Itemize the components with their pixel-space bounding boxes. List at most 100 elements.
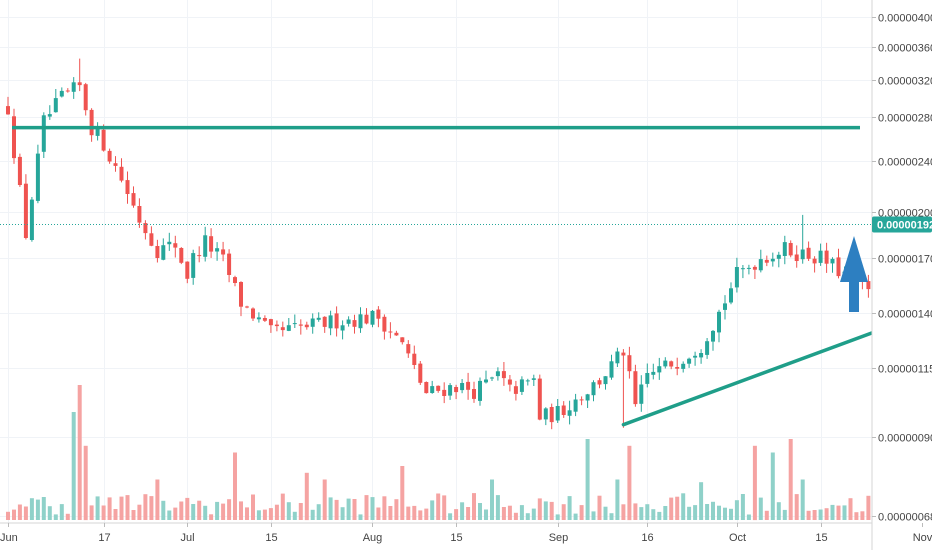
- volume-bar: [531, 508, 536, 520]
- candle: [239, 281, 243, 317]
- volume-bar: [119, 496, 124, 520]
- volume-bar: [179, 501, 184, 520]
- volume-bar: [173, 507, 178, 520]
- candle: [233, 275, 237, 287]
- time-tick-label: Sep: [549, 532, 569, 544]
- volume-bar: [280, 493, 285, 520]
- volume-bar: [555, 514, 560, 520]
- candle-body: [406, 344, 411, 354]
- candle-body: [866, 281, 871, 290]
- candle-body: [734, 267, 739, 288]
- candle: [430, 380, 435, 394]
- candle: [292, 314, 297, 328]
- volume-bar: [740, 494, 745, 520]
- candle-body: [519, 379, 524, 392]
- candle: [352, 314, 357, 334]
- volume-bar: [699, 482, 704, 520]
- volume-bar: [609, 513, 614, 520]
- candle-body: [292, 323, 297, 325]
- candle-body: [95, 128, 100, 136]
- candle: [460, 379, 465, 394]
- candle: [729, 282, 733, 305]
- arrow-up-icon[interactable]: [840, 236, 868, 312]
- volume-bar: [537, 498, 542, 520]
- volume-bar: [794, 494, 799, 520]
- volume-bar: [346, 498, 351, 520]
- candle: [627, 346, 632, 379]
- time-tick-label: Oct: [729, 532, 746, 544]
- candle-body: [12, 116, 16, 159]
- candle: [758, 249, 763, 273]
- candle: [454, 384, 459, 400]
- candle-body: [29, 199, 34, 240]
- candle: [227, 249, 232, 283]
- candle: [12, 108, 16, 164]
- volume-bar: [448, 513, 453, 520]
- volume-bar: [161, 500, 166, 520]
- candle-body: [609, 361, 614, 378]
- volume-bar: [364, 495, 369, 520]
- time-axis[interactable]: Jun17Jul15Aug15Sep16Oct15Nov15Dec: [0, 523, 932, 544]
- candle: [6, 96, 10, 115]
- candle-body: [17, 156, 22, 185]
- candle-body: [543, 408, 548, 420]
- candle: [131, 186, 136, 208]
- candle: [173, 235, 178, 258]
- candle-body: [687, 358, 692, 364]
- candle-body: [209, 236, 214, 252]
- candle: [23, 174, 28, 240]
- volume-bar: [490, 479, 494, 520]
- candle: [298, 319, 303, 335]
- candle: [633, 364, 638, 407]
- candle: [448, 383, 453, 400]
- candle-body: [137, 206, 142, 223]
- price-tick-label: 0.00000115: [878, 364, 932, 376]
- volume-bar: [436, 493, 441, 520]
- price-axis[interactable]: 0.00000400 0.00000360 0.00000320 0.00000280…: [872, 13, 932, 524]
- price-tick-label: 0.00000280: [878, 113, 932, 125]
- candle-body: [436, 385, 441, 391]
- drawings: [12, 125, 932, 427]
- candle-body: [394, 332, 399, 336]
- volume-bar: [149, 496, 154, 520]
- volume-bar: [286, 502, 291, 520]
- volume-bar: [460, 502, 465, 520]
- volume-bar: [585, 439, 590, 520]
- volume-bar: [800, 479, 805, 520]
- candle: [17, 153, 22, 187]
- time-tick-label: Jun: [0, 532, 18, 544]
- candle-body: [466, 381, 471, 390]
- candle-body: [131, 193, 136, 206]
- candle: [621, 349, 626, 428]
- candle: [322, 316, 327, 333]
- volume-bar: [203, 505, 208, 520]
- candle-body: [621, 352, 626, 356]
- candle: [125, 171, 130, 204]
- volume-bar: [388, 506, 393, 520]
- volume-bar: [95, 496, 100, 520]
- volume-bar: [663, 506, 668, 520]
- candle: [812, 256, 817, 273]
- candle-body: [573, 399, 578, 412]
- candle: [824, 242, 829, 273]
- candle: [764, 255, 769, 267]
- volume-bar: [47, 506, 52, 520]
- candle: [358, 307, 363, 333]
- volume-bar: [842, 505, 847, 520]
- volume-bar: [639, 507, 644, 520]
- candle-body: [167, 241, 172, 245]
- volume-bar: [848, 498, 853, 520]
- volume-bar: [579, 505, 584, 520]
- volume-bar: [251, 494, 255, 520]
- candle-body: [770, 258, 775, 262]
- volume-bar: [723, 507, 727, 520]
- volume-bar: [418, 510, 423, 520]
- candle: [495, 367, 500, 381]
- candle: [394, 330, 399, 336]
- candle: [316, 312, 321, 322]
- volume-bar: [567, 496, 572, 520]
- candle: [83, 82, 88, 116]
- candle-body: [71, 82, 76, 92]
- candle-body: [113, 163, 118, 166]
